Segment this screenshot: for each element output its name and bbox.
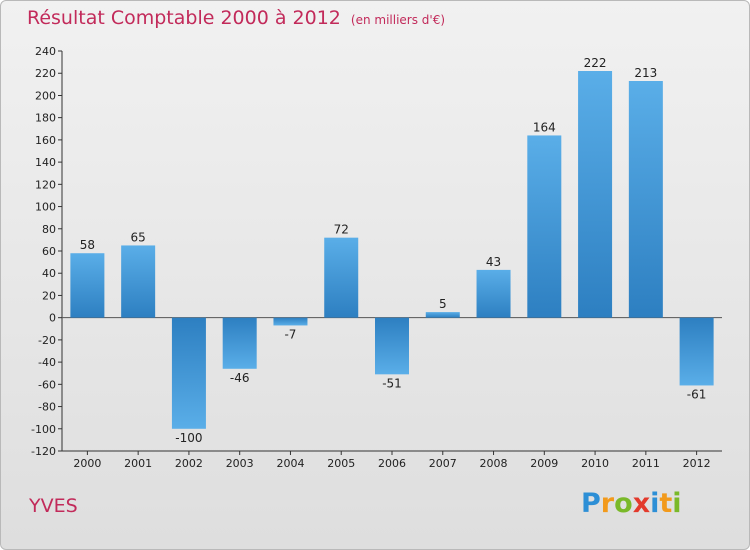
y-tick-label: 40 [42,267,56,280]
data-label-2007: 5 [439,297,447,311]
bar-2005 [324,237,359,318]
bar-2003 [222,317,257,369]
x-tick-label: 2009 [530,457,558,470]
data-label-2000: 58 [80,238,95,252]
y-tick-label: -40 [38,356,56,369]
x-tick-label: 2001 [124,457,152,470]
bar-2010 [578,71,613,318]
x-tick-label: 2010 [581,457,609,470]
y-tick-label: 60 [42,245,56,258]
y-tick-label: -100 [31,423,56,436]
bar-2001 [121,245,156,318]
y-tick-label: 80 [42,223,56,236]
x-tick-label: 2006 [378,457,406,470]
data-label-2004: -7 [284,327,296,341]
data-label-2009: 164 [533,120,556,134]
x-tick-label: 2008 [480,457,508,470]
chart-title: Résultat Comptable 2000 à 2012 (en millie… [27,7,445,29]
bar-2007 [425,312,460,318]
data-label-2001: 65 [131,230,146,244]
data-label-2006: -51 [382,376,402,390]
bar-2012 [679,317,714,386]
bar-2002 [171,317,206,429]
y-tick-label: 120 [35,178,56,191]
x-tick-label: 2011 [632,457,660,470]
x-tick-label: 2004 [276,457,304,470]
chart-title-text: Résultat Comptable 2000 à 2012 [27,7,341,29]
bar-2004 [273,317,308,326]
data-label-2011: 213 [634,66,657,80]
y-tick-label: -80 [38,401,56,414]
bar-2006 [375,317,409,375]
bar-2000 [70,253,105,318]
data-label-2005: 72 [334,223,349,237]
x-tick-label: 2007 [429,457,457,470]
data-label-2010: 222 [584,56,607,70]
y-tick-label: -20 [38,334,56,347]
y-tick-label: 220 [35,67,56,80]
y-tick-label: 0 [49,312,56,325]
logo-letter: t [659,488,673,519]
y-tick-label: 20 [42,289,56,302]
x-tick-label: 2005 [327,457,355,470]
logo-letter: i [672,488,682,519]
x-tick-label: 2012 [683,457,711,470]
bar-2011 [628,81,663,318]
y-tick-label: 240 [35,45,56,58]
proxiti-logo: Proxiti [581,488,682,519]
y-tick-label: -120 [31,445,56,458]
logo-letter: i [650,488,660,519]
data-label-2012: -61 [687,387,707,401]
data-label-2002: -100 [175,431,202,445]
bar-2009 [527,135,562,318]
data-label-2008: 43 [486,255,501,269]
bars [70,71,714,429]
x-tick-label: 2003 [226,457,254,470]
bar-2008 [476,269,511,318]
y-tick-label: 100 [35,201,56,214]
x-tick-label: 2002 [175,457,203,470]
y-tick-label: 180 [35,112,56,125]
y-tick-label: -60 [38,378,56,391]
chart-subtitle: (en milliers d'€) [350,13,446,27]
logo-letter: r [600,488,615,519]
x-tick-label: 2000 [73,457,101,470]
y-tick-label: 140 [35,156,56,169]
commune-name: YVES [29,495,78,517]
logo-letter: x [632,488,651,519]
data-label-2003: -46 [230,371,250,385]
logo-letter: P [581,488,601,519]
data-labels: 58 65 -100 -46 -7 72 -51 5 43 164 222 213 -61 [80,56,707,445]
logo-letter: o [614,488,633,519]
y-tick-label: 200 [35,89,56,102]
y-tick-label: 160 [35,134,56,147]
